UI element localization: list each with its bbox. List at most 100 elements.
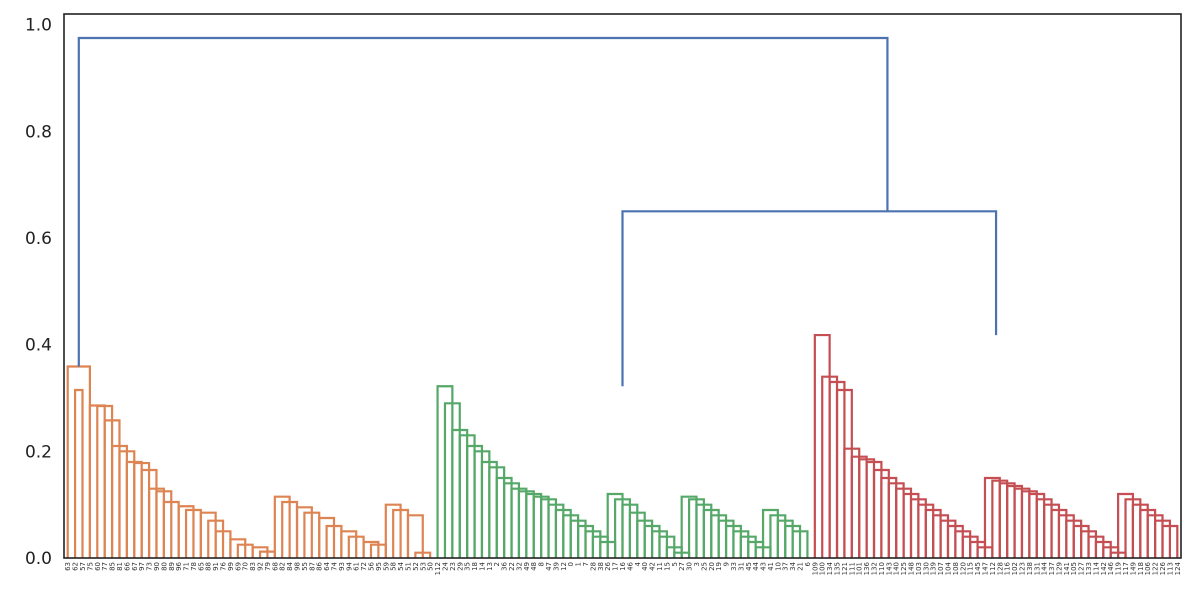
- leaf-label: 40: [641, 562, 649, 571]
- leaf-label: 12: [560, 562, 568, 571]
- leaf-label: 149: [1129, 562, 1137, 575]
- leaf-label: 110: [878, 562, 886, 575]
- y-axis: 0.0 0.2 0.4 0.6 0.8 1.0: [25, 16, 52, 569]
- leaf-label: 25: [700, 562, 708, 571]
- leaf-label: 88: [205, 562, 213, 571]
- leaf-label: 66: [123, 561, 131, 570]
- cluster-1-link-14: [177, 505, 195, 558]
- leaf-label: 86: [316, 561, 324, 570]
- leaf-label: 5: [671, 562, 679, 566]
- leaf-label: 52: [412, 562, 420, 571]
- leaf-label: 129: [1055, 562, 1063, 575]
- leaf-label: 32: [515, 562, 523, 571]
- leaf-label: 16: [619, 561, 627, 570]
- leaf-label: 121: [841, 562, 849, 575]
- leaf-label: 1: [575, 562, 583, 566]
- leaf-label: 14: [478, 561, 486, 570]
- leaf-label: 107: [937, 562, 945, 575]
- leaf-label: 116: [1004, 561, 1012, 575]
- leaf-label: 53: [419, 562, 427, 571]
- leaf-label: 135: [834, 562, 842, 575]
- leaf-label: 103: [915, 562, 923, 575]
- leaf-label: 21: [797, 562, 805, 571]
- leaf-label: 71: [183, 562, 191, 571]
- leaf-label: 76: [220, 561, 228, 570]
- leaf-labels: 63 62 57 75 60 77 85 81 66 67 97 73 90 80 89 96 71 78 65 88…: [64, 561, 1182, 575]
- cluster-2-link-48: [784, 524, 802, 558]
- leaf-label: 134: [826, 561, 834, 575]
- leaf-label: 45: [745, 562, 753, 571]
- cluster-1-link-25: [295, 506, 313, 558]
- cluster-1-link-1: [66, 365, 91, 558]
- leaf-label: 140: [893, 562, 901, 575]
- cluster-1-link-35: [406, 514, 424, 558]
- y-tick-label: 0.2: [25, 442, 52, 462]
- leaf-label: 91: [212, 562, 220, 571]
- leaf-label: 133: [1085, 562, 1093, 575]
- leaf-label: 117: [1122, 562, 1130, 575]
- leaf-label: 96: [175, 561, 183, 570]
- leaf-label: 139: [930, 562, 938, 575]
- leaf-label: 19: [715, 562, 723, 571]
- leaf-label: 119: [1115, 562, 1123, 575]
- leaf-label: 99: [227, 562, 235, 571]
- leaf-label: 24: [441, 561, 449, 570]
- leaf-label: 48: [530, 562, 538, 571]
- leaf-label: 113: [1166, 562, 1174, 575]
- leaf-label: 132: [871, 562, 879, 575]
- cluster-1-link-19: [229, 538, 247, 558]
- leaf-label: 77: [101, 562, 109, 571]
- leaf-label: 120: [959, 562, 967, 575]
- leaf-label: 44: [752, 561, 760, 570]
- leaf-label: 112: [989, 562, 997, 575]
- leaf-label: 47: [545, 562, 553, 571]
- leaf-label: 95: [375, 562, 383, 571]
- leaf-label: 0: [567, 562, 575, 566]
- leaf-label: 51: [404, 562, 412, 571]
- leaf-label: 49: [523, 562, 531, 571]
- cluster-2-link-30: [650, 530, 668, 558]
- top-link-2: [77, 36, 889, 367]
- leaf-label: 60: [94, 562, 102, 571]
- leaf-label: 126: [1159, 561, 1167, 575]
- leaf-label: 26: [604, 561, 612, 570]
- leaf-label: 90: [153, 562, 161, 571]
- leaf-label: 125: [900, 562, 908, 575]
- leaf-label: 54: [397, 561, 405, 570]
- leaf-label: 146: [1107, 561, 1115, 575]
- cluster-1-link-29: [340, 530, 358, 558]
- leaf-label: 80: [160, 562, 168, 571]
- leaf-label: 148: [907, 562, 915, 575]
- leaf-label: 112: [434, 562, 442, 575]
- leaf-label: 57: [79, 562, 87, 571]
- leaf-label: 39: [552, 562, 560, 571]
- leaf-label: 78: [190, 562, 198, 571]
- leaf-label: 137: [1048, 562, 1056, 575]
- leaf-label: 138: [1026, 562, 1034, 575]
- leaf-label: 75: [86, 562, 94, 571]
- leaf-label: 141: [1063, 562, 1071, 575]
- y-tick-label: 1.0: [25, 16, 52, 36]
- leaf-label: 61: [353, 562, 361, 571]
- y-tick-label: 0.6: [25, 229, 52, 249]
- cluster-1-link-33: [384, 503, 402, 558]
- cluster-2-link-49: [791, 530, 809, 558]
- cluster-1-link-36: [414, 551, 432, 558]
- leaf-label: 130: [922, 562, 930, 575]
- leaf-label: 92: [257, 562, 265, 571]
- leaf-label: 145: [974, 562, 982, 575]
- leaf-label: 85: [109, 562, 117, 571]
- leaf-label: 30: [686, 562, 694, 571]
- leaf-label: 56: [367, 561, 375, 570]
- leaf-label: 98: [294, 562, 302, 571]
- leaf-label: 69: [234, 562, 242, 571]
- leaf-label: 83: [249, 562, 257, 571]
- leaf-label: 46: [626, 561, 634, 570]
- cluster-1-link-17: [207, 519, 225, 558]
- leaf-label: 68: [271, 562, 279, 571]
- leaf-label: 67: [131, 562, 139, 571]
- leaf-label: 33: [730, 562, 738, 571]
- y-tick-label: 0.4: [25, 336, 52, 356]
- leaf-label: 142: [1100, 562, 1108, 575]
